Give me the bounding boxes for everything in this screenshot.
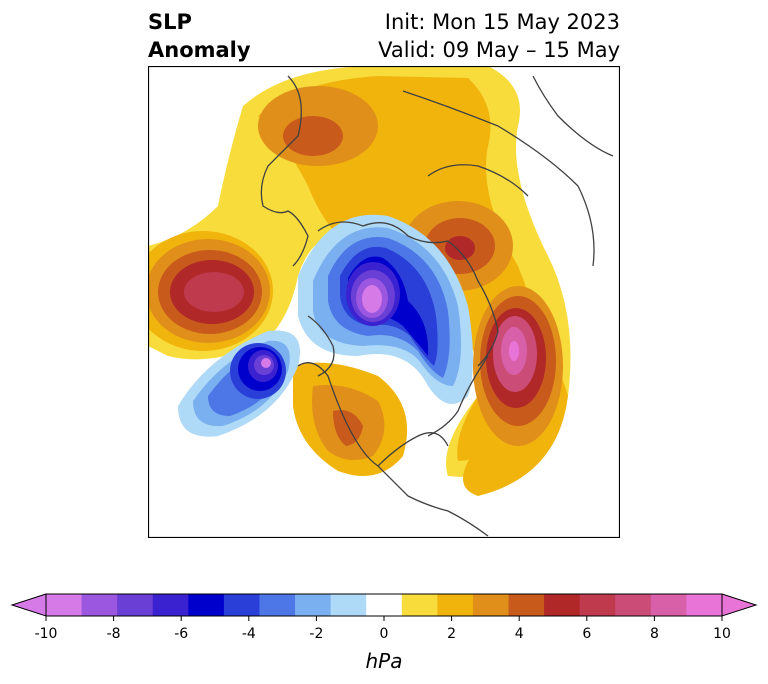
colorbar-tick-label: -10	[35, 626, 58, 642]
valid-range: Valid: 09 May – 15 May	[378, 38, 620, 62]
colorbar-segment	[188, 594, 225, 616]
colorbar-segment	[508, 594, 545, 616]
map-validity: Init: Mon 15 May 2023 Valid: 09 May – 15…	[378, 8, 620, 64]
title-line-2: Anomaly	[148, 38, 251, 62]
siberia-high-2	[283, 116, 343, 156]
init-date: Init: Mon 15 May 2023	[384, 10, 620, 34]
colorbar-tick-label: -2	[309, 626, 323, 642]
pacific-high-5	[184, 272, 244, 312]
colorbar-unit: hPa	[366, 649, 403, 673]
colorbar-tick-label: 0	[380, 626, 389, 642]
colorbar-tick-label: 8	[650, 626, 659, 642]
colorbar-segment	[81, 594, 118, 616]
colorbar-segment	[401, 594, 438, 616]
atlantic-high-7	[509, 341, 519, 361]
colorbar-ticks: -10 -8 -6 -4 -2 0 2 4 6 8 10	[35, 616, 731, 642]
colorbar-extend-low	[10, 593, 47, 617]
colorbar-segment	[472, 594, 510, 616]
colorbar-extend-high	[721, 593, 758, 617]
title-line-1: SLP	[148, 10, 192, 34]
colorbar-segment	[330, 594, 367, 616]
colorbar-tick-label: -4	[242, 626, 256, 642]
anomaly-map	[148, 66, 620, 538]
colorbar-segments	[10, 593, 758, 617]
colorbar-tick-label: 2	[447, 626, 456, 642]
map-border	[148, 66, 620, 538]
colorbar-segment	[437, 594, 474, 616]
colorbar-tick-label: 4	[515, 626, 524, 642]
colorbar-tick-label: 10	[713, 626, 731, 642]
colorbar-segment	[544, 594, 581, 616]
colorbar-segment	[366, 594, 403, 616]
map-title: SLP Anomaly	[148, 8, 251, 64]
colorbar-tick-label: 6	[582, 626, 591, 642]
colorbar-segment	[117, 594, 154, 616]
colorbar-tick-label: -6	[174, 626, 188, 642]
coastlines	[260, 75, 614, 537]
colorbar-segment	[650, 594, 687, 616]
colorbar-segment	[152, 594, 189, 616]
colorbar: -10 -8 -6 -4 -2 0 2 4 6 8 10 hPa	[10, 593, 758, 673]
colorbar-segment	[615, 594, 652, 616]
anomaly-field	[148, 66, 571, 496]
colorbar-segment	[223, 594, 260, 616]
pole-low-9	[362, 285, 382, 313]
colorbar-segment	[295, 594, 332, 616]
colorbar-tick-label: -8	[107, 626, 121, 642]
pacific-low-8	[261, 358, 271, 368]
na-high-core	[333, 410, 363, 446]
europe-high-3	[445, 236, 475, 260]
colorbar-segment	[46, 594, 83, 616]
colorbar-segment	[686, 594, 723, 616]
colorbar-segment	[259, 594, 296, 616]
colorbar-segment	[579, 594, 616, 616]
